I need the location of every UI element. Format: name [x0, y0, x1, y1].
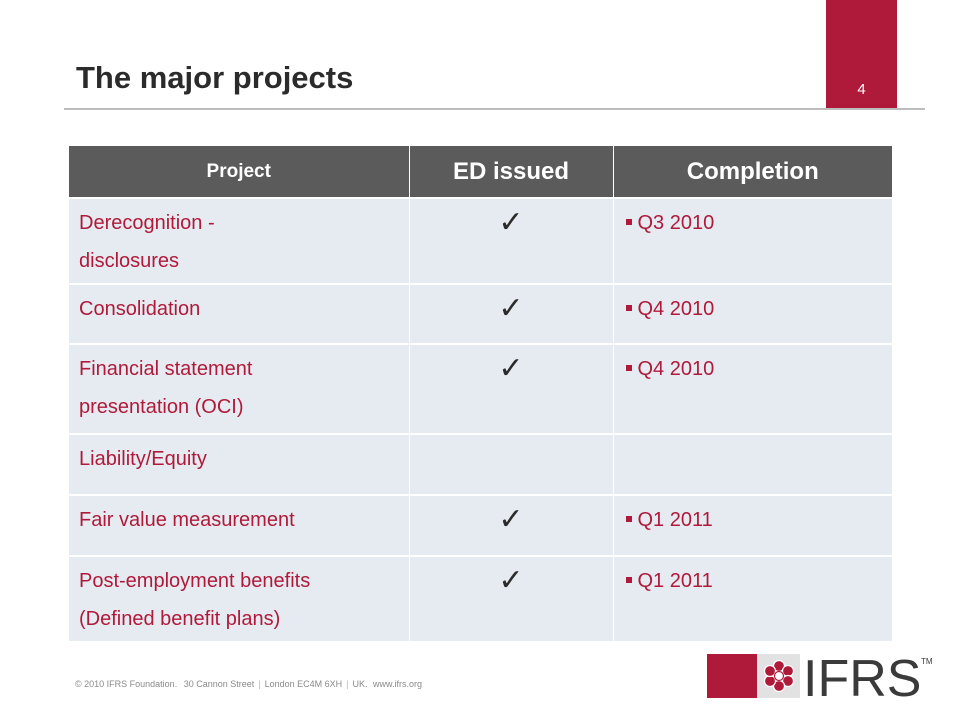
table-row: Financial statement presentation (OCI) ✓ … [69, 343, 892, 434]
completion-value: Q1 2011 [637, 509, 713, 531]
bullet-icon [625, 304, 632, 311]
project-cell: Derecognition - disclosures [69, 197, 410, 284]
table-row: Liability/Equity [69, 433, 892, 495]
footer-copyright: © 2010 IFRS Foundation. [75, 679, 178, 689]
footer-city: London EC4M 6XH [264, 679, 343, 689]
logo-trademark: TM [921, 657, 933, 666]
ifrs-logo: IFRS TM [707, 652, 933, 698]
footer-separator: | [258, 679, 261, 689]
project-cell: Liability/Equity [69, 433, 410, 495]
bullet-icon [625, 515, 632, 522]
title-divider [64, 108, 925, 110]
checkmark-icon: ✓ [498, 291, 524, 326]
completion-value: Q4 2010 [637, 358, 715, 380]
table-row: Consolidation ✓ Q4 2010 [69, 283, 892, 344]
ed-issued-cell: ✓ [409, 494, 614, 556]
ifrs-flower-icon [763, 659, 795, 693]
project-cell: Consolidation [69, 283, 410, 344]
checkmark-icon: ✓ [498, 205, 524, 240]
bullet-icon [625, 364, 632, 371]
completion-cell: Q4 2010 [613, 343, 892, 434]
table-row: Derecognition - disclosures ✓ Q3 2010 [69, 197, 892, 284]
project-name-line: Financial statement [79, 358, 253, 380]
completion-cell: Q1 2011 [613, 494, 892, 556]
completion-cell: Q3 2010 [613, 197, 892, 284]
page-number: 4 [857, 81, 866, 98]
footer-address: 30 Cannon Street [183, 679, 255, 689]
completion-cell: Q4 2010 [613, 283, 892, 344]
logo-red-block [707, 654, 757, 698]
logo-wordmark: IFRS [803, 652, 921, 698]
project-name-line: Liability/Equity [79, 448, 207, 470]
column-header-completion: Completion [613, 146, 892, 198]
table-row: Post-employment benefits (Defined benefit… [69, 555, 892, 641]
page-title: The major projects [76, 60, 354, 95]
ed-issued-cell: ✓ [409, 283, 614, 344]
ed-issued-cell: ✓ [409, 555, 614, 641]
checkmark-icon: ✓ [498, 351, 524, 386]
project-name-line: disclosures [79, 250, 180, 272]
footer-country: UK. [352, 679, 368, 689]
footer-website[interactable]: www.ifrs.org [373, 679, 423, 689]
project-name-line: Post-employment benefits [79, 570, 311, 592]
column-header-project: Project [69, 146, 410, 198]
project-cell: Financial statement presentation (OCI) [69, 343, 410, 434]
project-name-line: Derecognition - [79, 212, 215, 234]
project-cell: Fair value measurement [69, 494, 410, 556]
footer-separator: | [346, 679, 349, 689]
bullet-icon [625, 218, 632, 225]
completion-value: Q3 2010 [637, 212, 715, 234]
project-name-line: Fair value measurement [79, 509, 295, 531]
ed-issued-cell: ✓ [409, 343, 614, 434]
ed-issued-cell [409, 433, 614, 495]
completion-value: Q4 2010 [637, 298, 715, 320]
checkmark-icon: ✓ [498, 563, 524, 598]
project-name-line: presentation (OCI) [79, 396, 244, 418]
project-name-line: Consolidation [79, 298, 201, 320]
completion-cell [613, 433, 892, 495]
project-name-line: (Defined benefit plans) [79, 608, 281, 630]
column-header-ed-issued: ED issued [409, 146, 614, 198]
footer: © 2010 IFRS Foundation. 30 Cannon Street… [75, 679, 422, 689]
table-header-row: Project ED issued Completion [69, 146, 892, 198]
completion-value: Q1 2011 [637, 570, 713, 592]
checkmark-icon: ✓ [498, 502, 524, 537]
bullet-icon [625, 576, 632, 583]
projects-table: Project ED issued Completion Derecogniti… [69, 146, 892, 641]
page-number-tab: 4 [826, 0, 897, 108]
table-row: Fair value measurement ✓ Q1 2011 [69, 494, 892, 556]
completion-cell: Q1 2011 [613, 555, 892, 641]
project-cell: Post-employment benefits (Defined benefit… [69, 555, 410, 641]
ed-issued-cell: ✓ [409, 197, 614, 284]
